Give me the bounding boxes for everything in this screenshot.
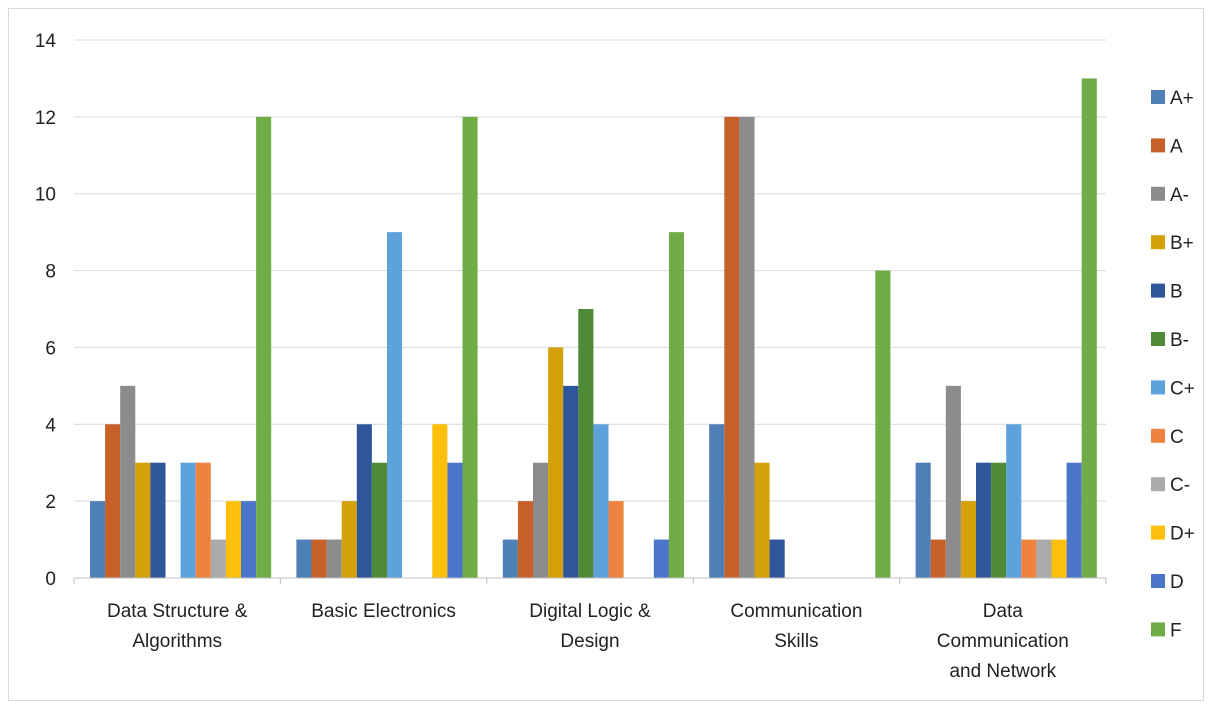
bar-B-3 [769,539,785,578]
legend-swatch-B- [1151,332,1165,346]
bar-A--2 [533,462,549,578]
bar-B-4 [976,462,992,578]
bar-D-0 [241,501,257,578]
x-tick-label: Communication [730,601,862,622]
bar-B--2 [578,309,594,578]
bar-A+-4 [915,462,931,578]
x-tick-label: Data Structure & [107,601,248,622]
legend-swatch-A- [1151,186,1165,201]
legend-swatch-F [1151,622,1165,637]
x-axis: Data Structure & Algorithms Basic Electron… [73,577,1107,682]
y-tick-label: 14 [35,31,57,52]
legend-label: A+ [1170,88,1194,109]
legend-label: D+ [1170,524,1195,545]
legend-swatch-B [1151,283,1165,298]
x-tick-label: Data [983,601,1024,622]
bar-B-1 [356,424,372,578]
legend-swatch-B+ [1151,235,1165,250]
x-tick-label: Basic Electronics [311,601,456,622]
legend-swatch-C [1151,428,1165,443]
x-tick-label: Digital Logic & [529,601,651,622]
bar-A--1 [326,539,342,578]
bar-F-3 [875,270,891,578]
bar-B-0 [150,462,166,578]
bar-A-3 [724,116,740,578]
legend-label: A- [1170,185,1189,206]
bar-D-4 [1066,462,1082,578]
bar-B+-4 [960,501,976,578]
bar-A-4 [930,539,946,578]
bar-D-1 [447,462,463,578]
bar-A--0 [120,385,136,578]
legend-swatch-A+ [1151,90,1165,104]
legend: A+ A A- B+ B B- C+ C C- D+ D F [1151,88,1195,641]
legend-label: D [1170,572,1184,593]
bar-B-2 [563,385,579,578]
bars [90,78,1097,578]
legend-swatch-C- [1151,477,1165,492]
legend-swatch-D+ [1151,525,1165,540]
bar-B--4 [991,462,1007,578]
bar-F-1 [462,116,478,578]
bar-D+-1 [432,424,448,578]
bar-C-2 [608,501,624,578]
x-tick-label: and Network [949,661,1056,682]
x-tick-label: Algorithms [132,631,222,652]
bar-B+-2 [548,347,564,578]
bar-C--0 [210,539,226,578]
legend-swatch-A [1151,138,1165,153]
y-tick-label: 6 [45,338,56,359]
bar-F-2 [668,232,684,578]
legend-label: C- [1170,475,1190,496]
y-tick-label: 10 [35,185,56,206]
bar-C+-1 [387,232,403,578]
legend-label: C+ [1170,378,1195,399]
y-axis: 0 2 4 6 8 10 12 14 [35,31,57,590]
bar-C+-4 [1006,424,1022,578]
legend-swatch-C+ [1151,380,1165,395]
bar-F-4 [1081,78,1097,578]
bar-C+-2 [593,424,609,578]
bar-A-1 [311,539,327,578]
legend-label: B+ [1170,233,1194,254]
y-tick-label: 8 [45,262,56,283]
bar-A--3 [739,116,755,578]
bar-A--4 [945,385,961,578]
bar-A-0 [105,424,121,578]
bar-C--4 [1036,539,1052,578]
bar-F-0 [256,116,272,578]
x-tick-label: Skills [774,631,818,652]
bar-C-0 [195,462,211,578]
legend-label: F [1170,620,1182,641]
bar-A+-2 [502,539,518,578]
bar-C+-0 [180,462,196,578]
legend-swatch-D [1151,574,1165,588]
bar-D+-4 [1051,539,1067,578]
x-tick-label: Design [560,631,619,652]
bar-B+-1 [341,501,357,578]
bar-C-4 [1021,539,1037,578]
bar-B+-0 [135,462,151,578]
bar-A-2 [517,501,533,578]
bar-A+-0 [90,501,106,578]
bar-B--1 [371,462,387,578]
bar-A+-3 [709,424,725,578]
legend-label: B [1170,282,1183,303]
x-tick-label: Communication [937,631,1069,652]
chart-frame [8,8,1204,701]
legend-label: B- [1170,330,1189,351]
y-tick-label: 2 [45,492,56,513]
y-tick-label: 4 [45,415,56,436]
bar-B+-3 [754,462,770,578]
y-tick-label: 0 [45,569,56,590]
bar-A+-1 [296,539,312,578]
bar-D+-0 [225,501,241,578]
bar-D-2 [653,539,669,578]
y-tick-label: 12 [35,108,56,129]
legend-label: C [1170,427,1184,448]
legend-label: A [1170,136,1183,157]
